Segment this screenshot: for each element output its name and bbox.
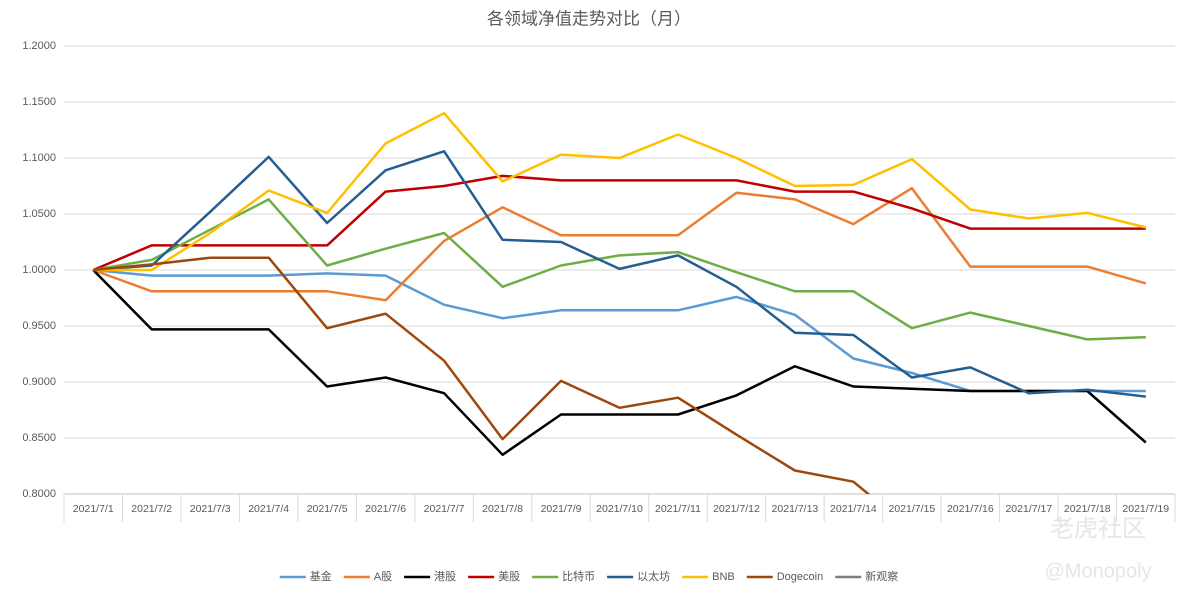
legend-label: 基金 bbox=[310, 569, 332, 583]
y-tick-label: 1.1000 bbox=[22, 152, 56, 164]
watermark: 老虎社区 bbox=[1050, 515, 1146, 542]
y-tick-label: 1.2000 bbox=[22, 40, 56, 52]
legend-label: BNB bbox=[712, 571, 735, 583]
y-tick-label: 1.0500 bbox=[22, 208, 56, 220]
x-tick-label: 2021/7/17 bbox=[1005, 503, 1052, 515]
series-line bbox=[92, 174, 1146, 272]
y-tick-label: 0.9000 bbox=[22, 376, 56, 388]
y-tick-label: 0.8000 bbox=[22, 488, 56, 500]
series-line bbox=[93, 111, 1147, 272]
legend-label: 比特币 bbox=[562, 569, 595, 583]
legend-label: 港股 bbox=[434, 570, 456, 583]
plot-area bbox=[92, 111, 1147, 494]
x-tick-label: 2021/7/16 bbox=[947, 503, 994, 515]
x-tick-label: 2021/7/9 bbox=[541, 503, 582, 515]
x-tick-label: 2021/7/1 bbox=[73, 503, 114, 515]
legend-label: 以太坊 bbox=[637, 569, 670, 583]
watermark: @Monopoly bbox=[1044, 560, 1151, 582]
x-tick-label: 2021/7/8 bbox=[482, 503, 523, 515]
y-tick-label: 1.1500 bbox=[22, 96, 56, 108]
x-tick-label: 2021/7/5 bbox=[307, 503, 348, 515]
legend-label: 新观察 bbox=[865, 569, 898, 583]
legend-label: 美股 bbox=[498, 570, 520, 583]
x-tick-label: 2021/7/2 bbox=[131, 503, 172, 515]
legend-label: A股 bbox=[374, 570, 392, 583]
x-tick-label: 2021/7/4 bbox=[248, 503, 289, 515]
x-tick-label: 2021/7/3 bbox=[190, 503, 231, 515]
x-tick-label: 2021/7/7 bbox=[424, 503, 465, 515]
series-line bbox=[93, 150, 1146, 398]
chart-title: 各领域净值走势对比（月） bbox=[487, 9, 691, 28]
legend: 基金 A股 港股 美股 比特币 以太坊 BNB Dogecoin 新观察 bbox=[279, 569, 898, 583]
y-tick-label: 0.8500 bbox=[22, 432, 56, 444]
y-tick-label: 0.9500 bbox=[22, 320, 56, 332]
series-line bbox=[92, 269, 1147, 457]
series-line bbox=[93, 256, 871, 494]
x-tick-label: 2021/7/10 bbox=[596, 503, 643, 515]
y-tick-label: 1.0000 bbox=[22, 264, 56, 276]
x-tick-label: 2021/7/19 bbox=[1122, 503, 1169, 515]
series-line bbox=[92, 198, 1146, 341]
x-tick-label: 2021/7/6 bbox=[365, 503, 406, 515]
series-line bbox=[92, 186, 1147, 302]
x-tick-label: 2021/7/18 bbox=[1064, 503, 1111, 515]
x-tick-label: 2021/7/13 bbox=[772, 503, 819, 515]
x-tick-label: 2021/7/14 bbox=[830, 503, 877, 515]
legend-label: Dogecoin bbox=[777, 571, 823, 583]
x-tick-label: 2021/7/15 bbox=[889, 503, 936, 515]
x-tick-label: 2021/7/12 bbox=[713, 503, 760, 515]
x-tick-label: 2021/7/11 bbox=[655, 503, 701, 515]
